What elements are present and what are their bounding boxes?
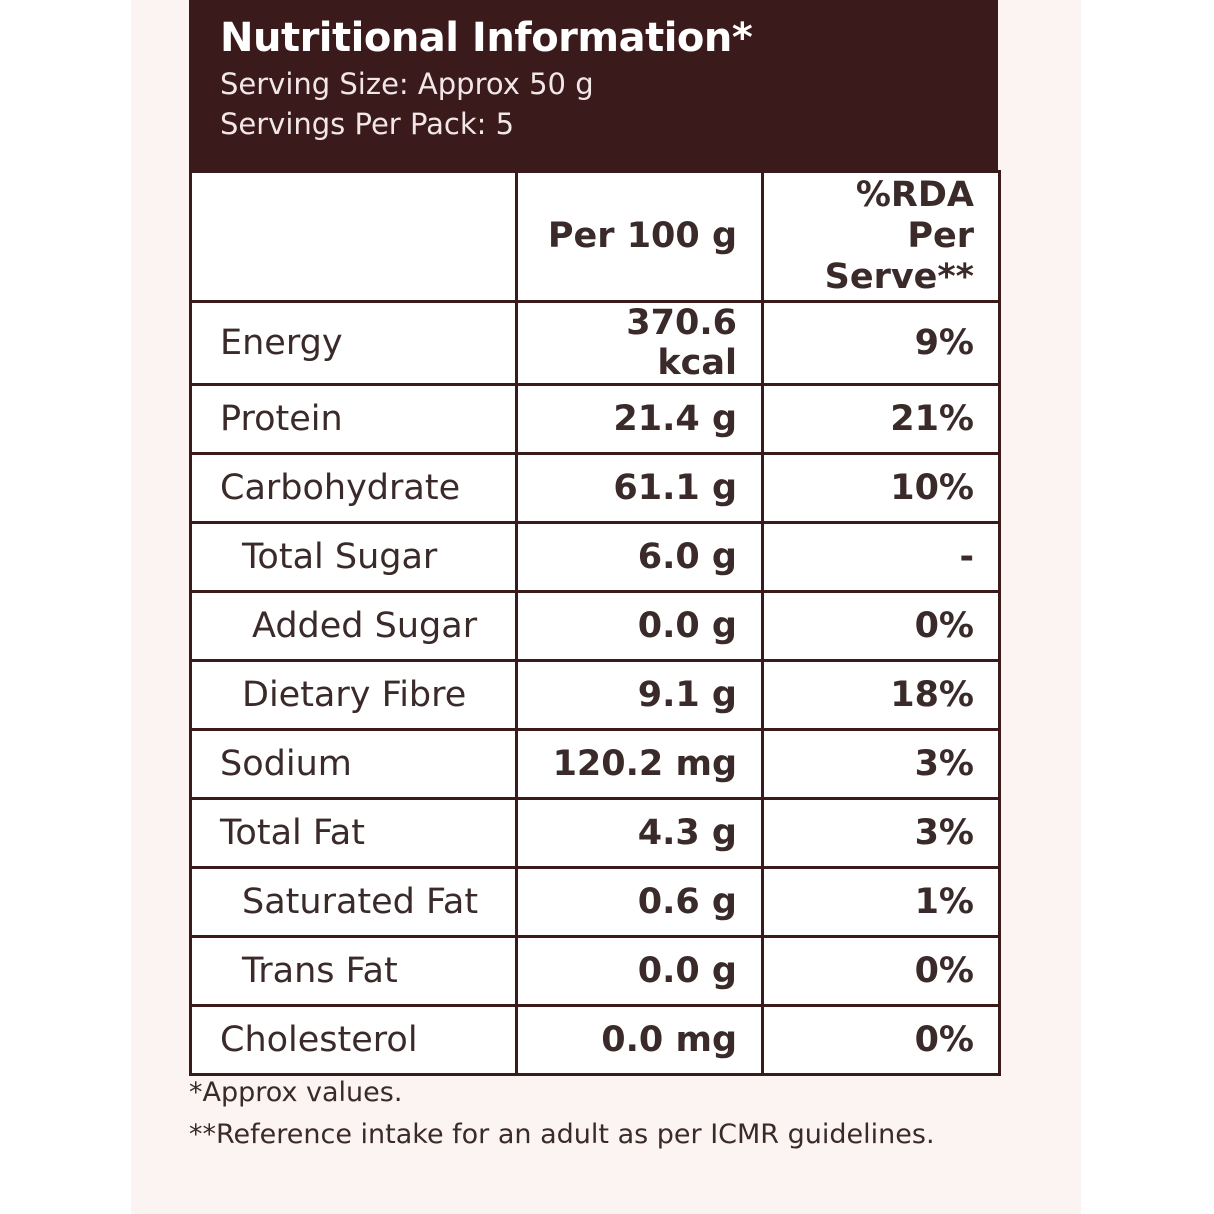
table-row: Carbohydrate 61.1 g 10% [189,452,1001,524]
table-row: Cholesterol 0.0 mg 0% [189,1004,1001,1076]
nutrient-per-100g: 0.0 g [515,935,764,1007]
nutrient-name: Carbohydrate [189,452,518,524]
nutrient-name: Total Fat [189,797,518,869]
nutrient-per-100g: 9.1 g [515,659,764,731]
nutrient-name: Dietary Fibre [189,659,518,731]
nutrient-rda: 21% [761,383,1001,455]
nutrient-name: Protein [189,383,518,455]
nutrient-name: Added Sugar [189,590,518,662]
column-header-rda: %RDA Per Serve** [761,170,1001,303]
table-row: Total Sugar 6.0 g- [189,521,1001,593]
table-row: Protein 21.4 g 21% [189,383,1001,455]
footnote-reference: **Reference intake for an adult as per I… [189,1119,935,1150]
label-header: Nutritional Information* Serving Size: A… [189,0,998,170]
nutrition-label: Nutritional Information* Serving Size: A… [189,0,1001,1076]
serving-size: Serving Size: Approx 50 g [220,67,594,101]
nutrient-rda: 18% [761,659,1001,731]
column-header-per-100g: Per 100 g [515,170,764,303]
nutrient-name: Energy [189,300,518,386]
nutrient-per-100g: 21.4 g [515,383,764,455]
nutrient-rda: 0% [761,1004,1001,1076]
nutrient-rda: 1% [761,866,1001,938]
table-row: Energy 370.6 kcal 9% [189,300,1001,386]
nutrient-per-100g: 120.2 mg [515,728,764,800]
nutrient-per-100g: 370.6 kcal [515,300,764,386]
table-row: Sodium 120.2 mg 3% [189,728,1001,800]
nutrient-per-100g: 0.6 g [515,866,764,938]
servings-per-pack: Servings Per Pack: 5 [220,107,515,141]
nutrient-rda: - [761,521,1001,593]
table-row: Dietary Fibre 9.1 g 18% [189,659,1001,731]
nutrient-per-100g: 61.1 g [515,452,764,524]
column-header-nutrient [189,170,518,303]
nutrient-per-100g: 4.3 g [515,797,764,869]
label-title: Nutritional Information* [220,15,753,61]
table-row: Total Fat 4.3 g 3% [189,797,1001,869]
nutrient-per-100g: 6.0 g [515,521,764,593]
nutrient-name: Trans Fat [189,935,518,1007]
footnotes: *Approx values. **Reference intake for a… [189,1072,935,1156]
footnote-approx: *Approx values. [189,1077,403,1108]
nutrition-table: Per 100 g %RDA Per Serve** Energy 370.6 k… [189,170,1001,1076]
nutrient-name: Cholesterol [189,1004,518,1076]
table-row: Saturated Fat 0.6 g 1% [189,866,1001,938]
nutrient-name: Total Sugar [189,521,518,593]
table-header-row: Per 100 g %RDA Per Serve** [189,170,1001,303]
nutrient-rda: 0% [761,935,1001,1007]
nutrient-rda: 10% [761,452,1001,524]
nutrient-rda: 0% [761,590,1001,662]
table-row: Added Sugar 0.0 g 0% [189,590,1001,662]
nutrient-rda: 9% [761,300,1001,386]
nutrient-name: Saturated Fat [189,866,518,938]
nutrient-per-100g: 0.0 g [515,590,764,662]
nutrient-per-100g: 0.0 mg [515,1004,764,1076]
nutrient-name: Sodium [189,728,518,800]
nutrient-rda: 3% [761,728,1001,800]
table-row: Trans Fat 0.0 g 0% [189,935,1001,1007]
nutrient-rda: 3% [761,797,1001,869]
